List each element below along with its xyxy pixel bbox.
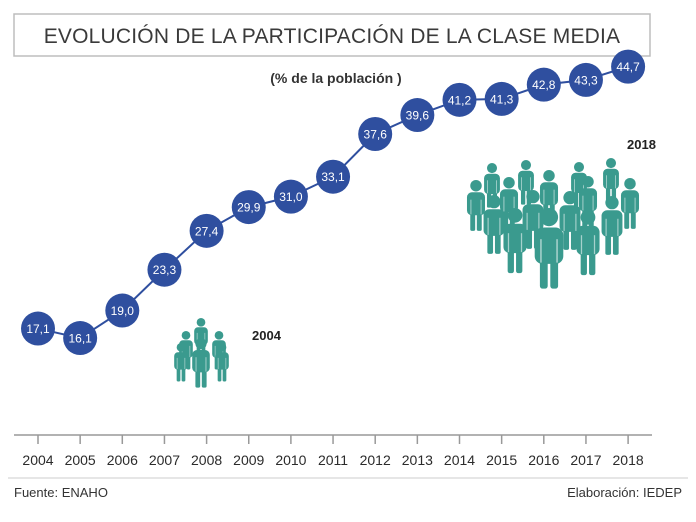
data-label: 19,0 — [111, 304, 135, 318]
x-tick-label: 2014 — [444, 452, 475, 468]
data-point — [568, 62, 603, 97]
x-tick-label: 2013 — [402, 452, 433, 468]
x-tick-label: 2012 — [360, 452, 391, 468]
data-label: 27,4 — [195, 224, 219, 238]
person-icon — [192, 338, 210, 388]
x-tick-label: 2011 — [318, 452, 348, 468]
data-point — [358, 117, 393, 152]
chart-title: EVOLUCIÓN DE LA PARTICIPACIÓN DE LA CLAS… — [44, 25, 621, 48]
data-point — [526, 67, 561, 102]
x-tick-label: 2004 — [22, 452, 53, 468]
data-label: 39,6 — [406, 109, 430, 123]
data-label: 37,6 — [364, 128, 388, 142]
person-icon — [601, 196, 623, 255]
data-label: 29,9 — [237, 201, 261, 215]
person-icon — [534, 208, 564, 289]
person-icon — [174, 343, 188, 382]
data-point — [400, 98, 435, 133]
data-point — [189, 213, 224, 248]
annotation-2018: 2018 — [627, 137, 656, 152]
person-icon — [503, 208, 527, 274]
x-axis: 2004 2005 2006 2007 2008 2009 2010 2011 2012 2013… — [14, 434, 652, 468]
data-label: 23,3 — [153, 263, 177, 277]
data-point — [21, 311, 55, 346]
person-icon — [620, 178, 640, 229]
person-icon — [559, 191, 581, 250]
data-point — [147, 252, 182, 287]
person-icon — [603, 158, 619, 203]
data-point — [316, 159, 351, 194]
person-icon — [215, 343, 229, 382]
credit-note: Elaboración: IEDEP — [567, 485, 682, 500]
x-tick-label: 2006 — [107, 452, 138, 468]
data-label: 41,3 — [490, 92, 514, 106]
x-tick-label: 2007 — [149, 452, 180, 468]
data-point — [273, 179, 308, 214]
data-point — [484, 81, 519, 116]
x-tick-label: 2008 — [191, 452, 222, 468]
data-point — [105, 293, 140, 328]
people-group-icon — [466, 158, 640, 289]
source-note: Fuente: ENAHO — [14, 485, 108, 500]
x-tick-label: 2018 — [613, 452, 644, 468]
x-tick-label: 2017 — [570, 452, 601, 468]
data-label: 33,1 — [321, 170, 345, 184]
person-icon — [483, 195, 505, 254]
series-line-group: 17,1 16,1 19,0 23,3 27,4 29,9 31,0 33,1 37,6 39,6… — [21, 49, 646, 356]
people-group-icon — [174, 318, 229, 388]
person-icon — [576, 210, 600, 276]
title-frame — [13, 13, 651, 57]
person-icon — [522, 190, 544, 249]
x-tick-label: 2016 — [528, 452, 559, 468]
data-label: 41,2 — [448, 93, 472, 107]
data-label: 42,8 — [532, 78, 556, 92]
x-tick-label: 2009 — [233, 452, 264, 468]
annotation-2004: 2004 — [252, 328, 282, 343]
data-label: 17,1 — [26, 322, 50, 336]
data-point — [231, 190, 266, 225]
data-point — [442, 82, 477, 117]
data-label: 44,7 — [616, 60, 640, 74]
x-tick-label: 2005 — [65, 452, 96, 468]
data-point — [611, 49, 646, 84]
x-tick-label: 2015 — [486, 452, 517, 468]
data-label: 16,1 — [68, 332, 92, 346]
data-label: 43,3 — [574, 73, 598, 87]
person-icon — [466, 180, 486, 231]
data-point — [63, 321, 98, 356]
x-tick-label: 2010 — [275, 452, 306, 468]
data-label: 31,0 — [279, 190, 303, 204]
chart-subtitle: (% de la población ) — [270, 70, 401, 86]
